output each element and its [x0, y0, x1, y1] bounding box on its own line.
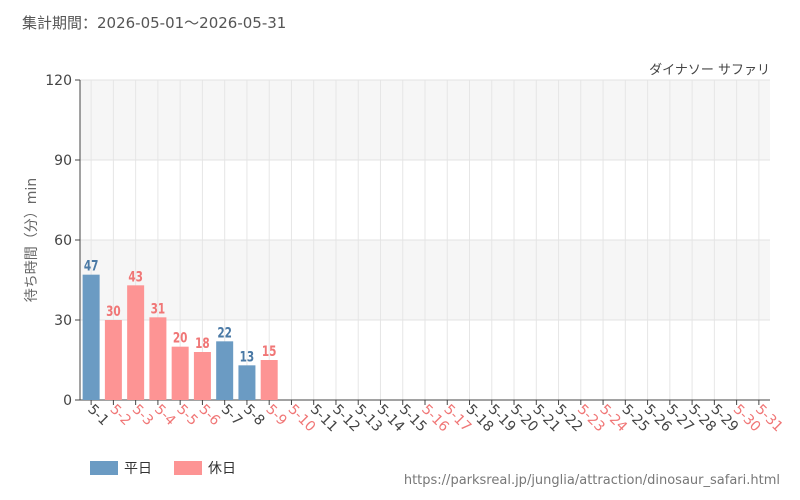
legend: 平日 休日: [90, 458, 258, 478]
x-tick-label: 5-8: [240, 402, 267, 429]
x-tick-label: 5-1: [84, 402, 111, 429]
y-tick-label: 30: [54, 313, 72, 329]
legend-item-weekday: 平日: [90, 458, 152, 478]
legend-item-holiday: 休日: [174, 458, 236, 478]
y-tick-labels: 0 30 60 90 120: [45, 73, 72, 409]
y-tick-label: 120: [45, 73, 72, 89]
bar-5-2: [104, 320, 122, 400]
x-tick-label: 5-2: [107, 402, 134, 429]
bar-value-label: 20: [173, 330, 188, 346]
bar-value-label: 43: [128, 269, 143, 285]
x-tick-label: 5-3: [129, 402, 156, 429]
bars: [82, 274, 278, 400]
y-tick-label: 0: [63, 393, 72, 409]
bar-5-5: [171, 346, 189, 400]
bar-value-label: 47: [84, 258, 99, 274]
x-tick-label: 5-5: [173, 402, 200, 429]
bar-value-label: 31: [151, 301, 166, 317]
bar-5-8: [238, 365, 256, 400]
period-label: 集計期間：2026-05-01〜2026-05-31: [22, 14, 287, 32]
legend-label-weekday: 平日: [124, 461, 152, 477]
bar-5-1: [82, 274, 100, 400]
legend-label-holiday: 休日: [208, 461, 236, 477]
legend-swatch-weekday: [90, 461, 118, 475]
bar-value-label: 22: [217, 325, 232, 341]
bar-value-label: 18: [195, 336, 210, 352]
bar-value-label: 15: [262, 344, 277, 360]
x-tick-label: 5-6: [196, 402, 224, 430]
bar-5-9: [260, 360, 278, 400]
y-tick-label: 90: [54, 153, 72, 169]
bar-5-3: [127, 285, 145, 400]
chart-title: ダイナソー サファリ: [649, 63, 770, 78]
x-tick-labels: 5-15-25-35-45-55-65-75-85-95-105-115-125…: [84, 402, 786, 436]
bar-value-label: 13: [240, 349, 255, 365]
source-url: https://parksreal.jp/junglia/attraction/…: [403, 473, 780, 488]
x-tick-label: 5-9: [262, 402, 289, 429]
x-tick-label: 5-7: [218, 402, 245, 429]
bar-5-4: [149, 317, 167, 400]
y-tick-label: 60: [54, 233, 72, 249]
bar-5-7: [216, 341, 234, 400]
bar-value-label: 30: [106, 304, 121, 320]
y-axis-label: 待ち時間（分）min: [24, 178, 40, 302]
legend-swatch-holiday: [174, 461, 202, 475]
bar-5-6: [193, 352, 211, 400]
bar-value-labels: 47 30 43 31 20 18 22 13 15: [84, 258, 277, 365]
x-tick-label: 5-4: [151, 402, 179, 430]
